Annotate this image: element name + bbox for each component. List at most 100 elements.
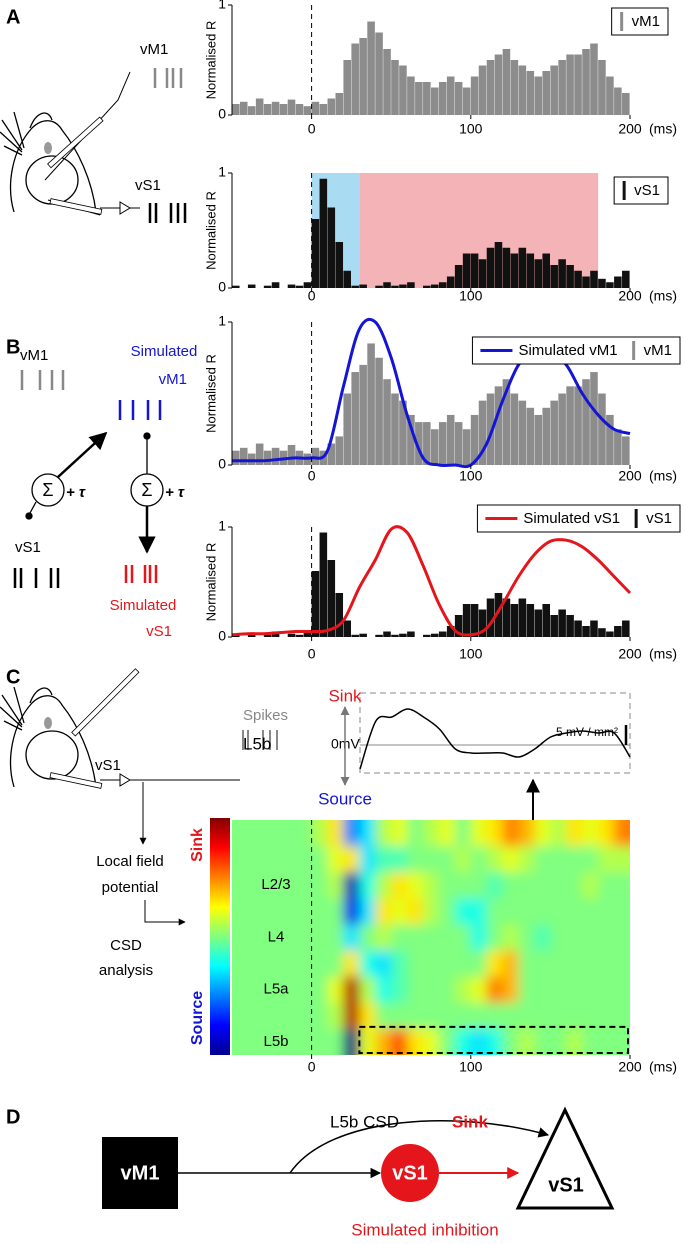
heatmap-cell (598, 898, 615, 926)
heatmap-cell (423, 898, 440, 926)
heatmap-cell (391, 820, 408, 847)
heatmap-cell (423, 846, 440, 873)
heatmap-cell (502, 976, 520, 1004)
heatmap-cell (550, 820, 567, 847)
spike-raster (242, 730, 278, 750)
heatmap-cell (614, 898, 630, 926)
heatmap-cell (391, 1002, 408, 1030)
histogram-bar (542, 407, 550, 465)
heatmap-cell (263, 820, 281, 847)
heatmap-cell (486, 924, 504, 952)
x-unit: (ms) (649, 121, 677, 137)
sum-symbol: Σ (141, 480, 152, 500)
y-tick-label: 0 (218, 106, 226, 122)
heatmap-cell (518, 1002, 536, 1030)
heatmap-cell (438, 1028, 456, 1055)
heatmap-cell (486, 1028, 504, 1055)
sim-label: Simulated (110, 597, 177, 614)
histogram-bar (582, 626, 590, 637)
heatmap-cell (311, 1028, 329, 1055)
histogram-bar (319, 532, 328, 637)
histogram-bar (590, 372, 598, 465)
heatmap-cell (470, 924, 488, 952)
heatmap-cell (502, 950, 520, 978)
heatmap-cell (343, 1002, 360, 1030)
histogram-bar (399, 284, 407, 288)
histogram-bar (383, 379, 391, 465)
heatmap-cell (263, 1028, 281, 1055)
y-axis-label: Normalised R (203, 191, 218, 270)
heatmap-cell (263, 846, 281, 873)
heatmap-cell (518, 1028, 536, 1055)
pathway-effect: Sink (452, 1112, 488, 1131)
heatmap-cell (582, 1002, 599, 1030)
heatmap-cell (327, 898, 345, 926)
histogram-bar (359, 364, 367, 465)
histogram-bar (399, 65, 407, 115)
heatmap-cell (518, 976, 536, 1004)
x-tick-label: 0 (308, 121, 316, 137)
heatmap-cell (407, 1028, 424, 1055)
heatmap-cell (550, 976, 567, 1004)
histogram-bar (351, 43, 359, 115)
heatmap-cell (454, 950, 472, 978)
histogram-bar (582, 276, 590, 288)
heatmap-cell (582, 924, 599, 952)
histogram-bar (486, 60, 495, 115)
heatmap-cell (566, 820, 583, 847)
heatmap-cell (454, 1028, 472, 1055)
heatmap-cell (423, 924, 440, 952)
histogram-bar (542, 604, 550, 637)
scale-label: 5 mV / mm² (556, 725, 618, 739)
heatmap-cell (391, 898, 408, 926)
histogram-bar (478, 65, 487, 115)
histogram-bar (295, 634, 304, 637)
heatmap-cell (295, 898, 313, 926)
histogram-bar (343, 393, 351, 465)
spike-raster (20, 370, 65, 390)
histogram-bar (566, 54, 574, 115)
heatmap-cell (327, 846, 345, 873)
histogram-bar (367, 21, 375, 115)
circuit-diagram (102, 1106, 615, 1210)
heatmap-cell (263, 1002, 281, 1030)
histogram-bar (526, 253, 535, 288)
histogram-bar (502, 379, 511, 465)
heatmap-cell (295, 872, 313, 899)
heatmap-cell (247, 1028, 265, 1055)
histogram-bar (470, 414, 479, 465)
histogram-bar (622, 620, 630, 637)
histogram-bar (239, 101, 248, 115)
heatmap-cell (566, 976, 583, 1004)
heatmap-cell (232, 950, 249, 978)
heatmap-cell (375, 976, 392, 1004)
heatmap-cell (582, 820, 599, 847)
histogram-bar (383, 631, 391, 637)
heatmap-cell (295, 924, 313, 952)
histogram-bar (566, 386, 574, 465)
histogram-bar (502, 247, 511, 288)
heatmap-cell (359, 820, 376, 847)
legend-label: Simulated vS1 (523, 510, 620, 527)
histogram-bar (502, 598, 511, 637)
heatmap-cell (407, 820, 424, 847)
histogram-bar (526, 604, 535, 637)
heatmap-cell (598, 820, 615, 847)
heatmap-cell (279, 898, 297, 926)
heatmap-cell (550, 924, 567, 952)
histogram-bar (391, 60, 399, 115)
heatmap-cell (359, 1002, 376, 1030)
histogram-bar (391, 393, 399, 465)
heatmap-cell (375, 898, 392, 926)
histogram-bar (518, 65, 527, 115)
histogram-bar (510, 60, 519, 115)
x-tick-label: 200 (618, 468, 642, 484)
heatmap-cell (582, 872, 599, 899)
histogram-bar (438, 631, 447, 637)
heatmap-cells (232, 820, 630, 1055)
heatmap-cell (550, 872, 567, 899)
heatmap-cell (232, 1002, 249, 1030)
heatmap-cell (232, 898, 249, 926)
heatmap-cell (598, 924, 615, 952)
